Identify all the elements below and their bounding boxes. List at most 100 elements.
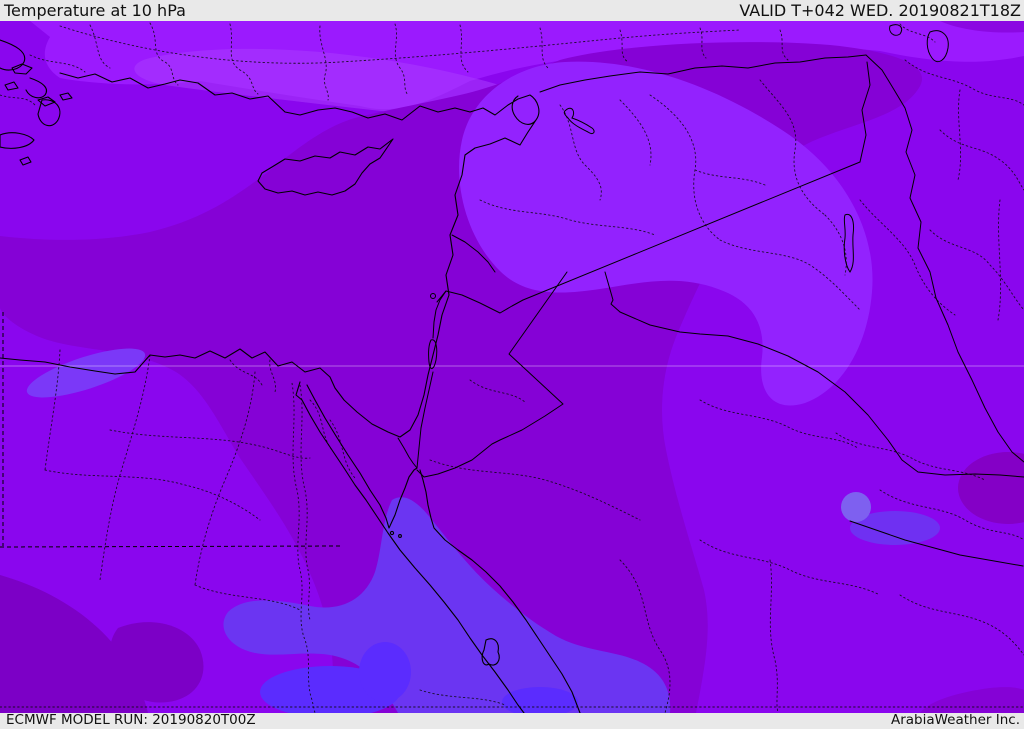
admin-saudi-1 [429,459,641,521]
coastline-turkey-levant-egypt [0,72,540,438]
admin-egypt-4 [109,429,311,459]
temperature-map-svg [0,21,1024,713]
coastline-gulf-suez-west-redsea [295,381,525,713]
temp-region-blue-bright-2 [359,642,411,702]
admin-saudi-7 [699,399,859,449]
temp-region-dark-east-edge [958,452,1024,524]
lakes [428,24,949,369]
lake-urmia [926,30,949,63]
island-cyprus [257,138,394,196]
admin-greece-2 [0,94,36,106]
border-jordan-river-israel [432,290,447,339]
admin-jordan-1 [469,379,526,403]
lake-van [889,24,903,36]
admin-syria-3 [479,199,656,236]
valid-time-label: VALID T+042 WED. 20190821T18Z [739,1,1021,20]
temp-region-dark-sw-1 [0,575,148,713]
border-turkey-iran-iraq [865,54,1024,463]
lake-assad [563,107,595,134]
border-israel-egypt [397,437,418,469]
admin-iran-5 [997,199,1002,321]
admin-caucasus [899,23,936,43]
admin-saudi-2 [619,559,671,713]
admin-iran-1 [904,59,1024,106]
titlebar: Temperature at 10 hPa VALID T+042 WED. 2… [0,0,1024,21]
border-jordan-saudi [416,271,568,478]
coastlines [0,39,581,713]
border-israel-lebanon [436,290,447,303]
admin-egypt-5 [194,584,301,611]
temp-region-blue-bright-3 [502,687,578,713]
tiran-island-2 [398,534,402,538]
island-karpathos [19,156,32,166]
island-rhodes [37,99,61,127]
island-lesbos [11,63,33,75]
admin-egypt-6 [44,469,261,521]
admin-turkey-long [59,25,741,64]
admin-iraq-6 [824,214,847,276]
border-jordan-iraq [604,271,621,313]
admin-egypt-delta-1 [229,359,263,386]
border-syria-iraq-straight [522,161,861,301]
admin-saudi-3 [699,539,881,596]
coastline-gulf-aqaba-east-saudi [419,469,581,713]
admin-saudi-5 [835,432,986,481]
admin-iran-4 [957,89,962,181]
admin-iran-3 [929,229,1024,311]
coastline-aegean-turkey-1 [0,39,26,71]
dashed-borders [0,312,341,548]
rivers [291,382,316,713]
weather-map [0,21,1024,713]
admin-iraq-5 [694,169,766,186]
temp-region-bright-kidney [459,61,873,406]
admin-turkey-2 [149,22,179,86]
statusbar: ECMWF MODEL RUN: 20190820T00Z ArabiaWeat… [0,713,1024,729]
admin-sudan-1 [419,689,506,706]
border-israel-jordan-south [416,371,434,469]
admin-sinai-1 [329,419,356,479]
admin-greece-1 [29,54,86,73]
island-chios [4,81,19,91]
border-iraq-saudi [619,311,1024,478]
island-crete-tip [0,132,35,149]
admin-iran-2 [939,129,1024,191]
admin-syria-2 [619,99,652,166]
temp-region-blue-light-dot [841,492,871,522]
dead-sea [428,339,438,369]
admin-sinai-2 [309,399,333,451]
country-borders [397,54,1024,567]
temp-region-dark-ne-corner [940,21,1024,33]
admin-saudi-4 [879,489,1024,541]
admin-turkey-3 [229,23,259,95]
admin-iraq-4 [859,199,956,316]
admin-turkey-8 [619,29,629,63]
border-syria-jordan [445,290,524,314]
temp-region-dark-sw-2 [109,622,204,703]
admin-iraq-3 [719,239,861,311]
border-saudi-kuwait [849,520,1024,567]
admin-egypt-3 [44,349,61,471]
coastline-aegean-turkey-2 [25,77,48,99]
admin-syria-1 [559,104,602,201]
credit-label: ArabiaWeather Inc. [890,712,1020,728]
border-egypt-sudan [0,545,341,548]
border-lebanon-syria [451,234,496,273]
admin-boundaries-dotted [0,22,1024,713]
temp-region-coastal-blue-streak [26,348,146,398]
temp-region-blue-east [850,511,940,545]
admin-egypt-1 [194,371,256,586]
border-turkey-syria [539,54,867,93]
admin-turkey-1 [89,24,111,69]
admin-saudi-8 [769,559,779,713]
admin-turkey-4 [319,25,329,101]
redsea-island-blob [481,638,500,666]
page-title: Temperature at 10 hPa [4,1,186,20]
admin-iraq-2 [759,79,826,216]
nile-river-dotted [291,382,316,713]
island-kos [59,92,73,101]
border-syria-iraq-north [859,61,871,163]
admin-turkey-5 [394,23,409,96]
admin-egypt-2 [99,354,151,581]
temp-region-dark-se-strip [920,687,1024,713]
